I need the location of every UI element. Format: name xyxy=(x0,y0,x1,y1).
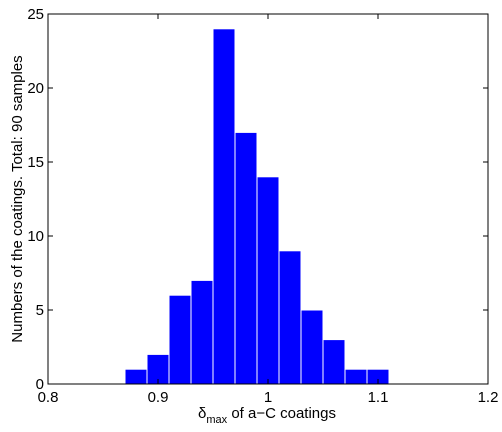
histogram-bar-0 xyxy=(124,368,148,385)
x-tick-label-0: 0.8 xyxy=(38,389,59,406)
histogram-bar-2 xyxy=(168,294,192,385)
bars-group xyxy=(124,28,390,385)
ticks-group: 0.8 0.9 1 1.1 1.2 0 5 10 15 20 25 xyxy=(27,6,498,406)
x-axis-label-rest: of a−C coatings xyxy=(227,405,336,422)
histogram-bar-4 xyxy=(212,28,236,385)
histogram-bar-8 xyxy=(300,309,324,385)
x-tick-label-1: 0.9 xyxy=(148,389,169,406)
histogram-bar-5 xyxy=(234,131,258,385)
y-axis-label: Numbers of the coatings. Total: 90 sampl… xyxy=(9,55,26,342)
y-tick-label-4: 20 xyxy=(27,80,44,97)
x-tick-label-2: 1 xyxy=(264,389,272,406)
x-axis-label-symbol: δ xyxy=(198,405,206,422)
histogram-bar-9 xyxy=(322,339,346,385)
histogram-bar-10 xyxy=(344,368,368,385)
histogram-bar-6 xyxy=(256,176,280,385)
x-axis-label-subscript: max xyxy=(206,414,227,426)
histogram-bar-7 xyxy=(278,250,302,385)
y-tick-label-1: 5 xyxy=(36,302,44,319)
y-tick-label-3: 15 xyxy=(27,154,44,171)
histogram-bar-3 xyxy=(190,279,214,385)
y-tick-label-5: 25 xyxy=(27,6,44,23)
x-tick-label-3: 1.1 xyxy=(368,389,389,406)
x-axis-label: δmax of a−C coatings xyxy=(198,405,336,426)
y-tick-label-0: 0 xyxy=(36,376,44,393)
x-tick-label-4: 1.2 xyxy=(478,389,499,406)
y-tick-label-2: 10 xyxy=(27,228,44,245)
